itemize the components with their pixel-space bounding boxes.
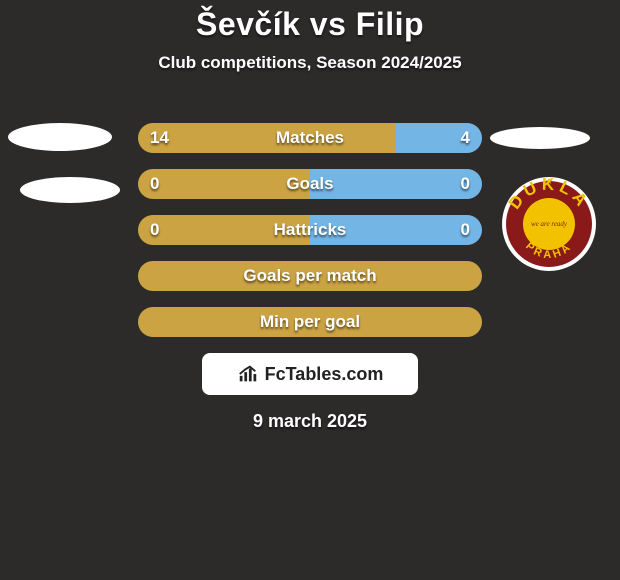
page-subtitle: Club competitions, Season 2024/2025 xyxy=(0,53,620,73)
page-title: Ševčík vs Filip xyxy=(0,0,620,43)
right-player-shape xyxy=(490,127,590,149)
chart-icon xyxy=(237,363,259,385)
bar-segment-left xyxy=(138,215,310,245)
branding-link[interactable]: FcTables.com xyxy=(202,353,418,395)
svg-text:we are ready: we are ready xyxy=(531,220,568,228)
left-player-shape-2 xyxy=(20,177,120,203)
comparison-row: Hattricks00 xyxy=(138,215,482,245)
comparison-row: Goals per match xyxy=(138,261,482,291)
comparison-row: Min per goal xyxy=(138,307,482,337)
branding-text: FcTables.com xyxy=(265,364,384,385)
right-player-club-badge: DUKLA PRAHA we are ready xyxy=(501,176,597,272)
bar-segment-left xyxy=(138,307,482,337)
club-badge-icon: DUKLA PRAHA we are ready xyxy=(501,176,597,272)
comparison-bars: Matches144 Goals00 Hattricks00 Goals per ma… xyxy=(138,123,482,353)
bar-segment-right xyxy=(396,123,482,153)
left-player-shape-1 xyxy=(8,123,112,151)
comparison-row: Goals00 xyxy=(138,169,482,199)
bar-segment-left xyxy=(138,169,310,199)
comparison-row: Matches144 xyxy=(138,123,482,153)
bar-segment-left xyxy=(138,261,482,291)
bar-segment-right xyxy=(310,215,482,245)
date-label: 9 march 2025 xyxy=(0,411,620,432)
bar-segment-left xyxy=(138,123,396,153)
bar-segment-right xyxy=(310,169,482,199)
